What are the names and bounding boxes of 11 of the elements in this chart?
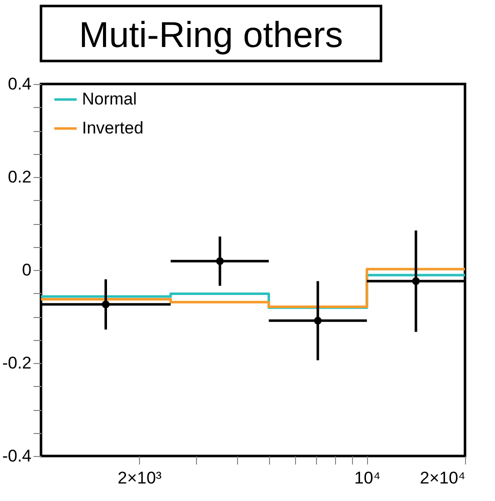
- legend-label: Normal: [82, 90, 137, 108]
- legend-label: Inverted: [82, 118, 144, 138]
- y-tick-label: 0: [22, 260, 32, 280]
- y-tick-label: 0.4: [8, 74, 32, 94]
- x-tick-label: 10⁴: [354, 468, 381, 488]
- chart-title: Muti-Ring others: [78, 14, 344, 55]
- y-tick-label: -0.2: [2, 354, 32, 372]
- y-tick-label: -0.4: [2, 446, 32, 466]
- x-tick-label: 2×10³: [118, 468, 162, 488]
- x-tick-label: 2×10⁴: [420, 468, 466, 488]
- y-tick-label: 0.2: [8, 168, 32, 186]
